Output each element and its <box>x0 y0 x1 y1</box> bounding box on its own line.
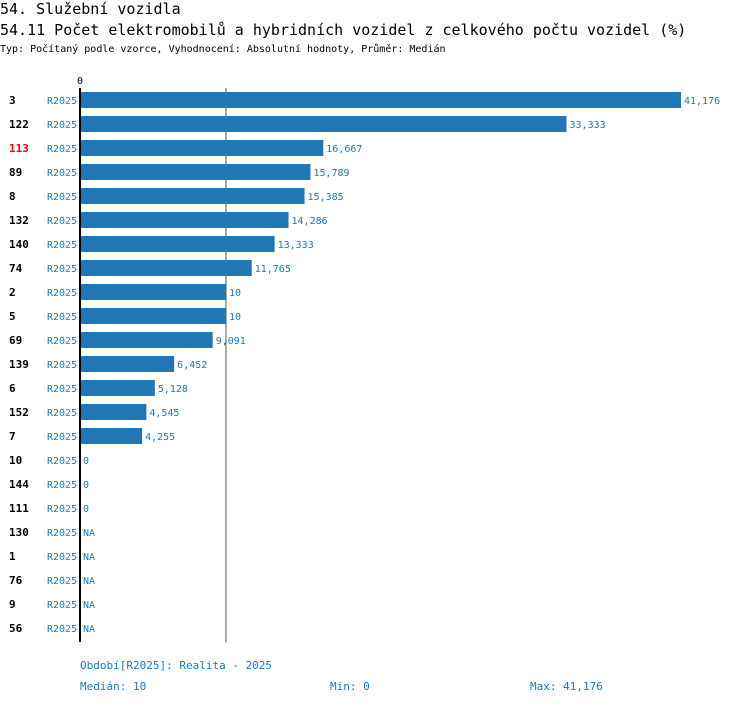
row-id-label: 89 <box>9 166 22 179</box>
row-id-label: 139 <box>9 358 29 371</box>
row-id-label: 152 <box>9 406 29 419</box>
value-label: 0 <box>83 480 89 491</box>
bar <box>80 164 311 180</box>
row-id-label: 8 <box>9 190 16 203</box>
bar <box>80 140 324 156</box>
row-id-label: 76 <box>9 574 23 587</box>
series-label: R2025 <box>47 576 77 587</box>
row-id-label: 10 <box>9 454 22 467</box>
series-label: R2025 <box>47 96 77 107</box>
value-label: 15,789 <box>313 168 349 179</box>
series-label: R2025 <box>47 168 77 179</box>
row-id-label: 74 <box>9 262 23 275</box>
value-label: 41,176 <box>684 96 720 107</box>
row-id-label: 132 <box>9 214 29 227</box>
value-label: 0 <box>83 456 89 467</box>
value-label: 13,333 <box>278 240 314 251</box>
axis-zero-label: 0 <box>77 76 83 87</box>
row-id-label: 1 <box>9 550 16 563</box>
value-label: 33,333 <box>570 120 606 131</box>
value-label: 15,385 <box>308 192 344 203</box>
value-label: 14,286 <box>292 216 328 227</box>
series-label: R2025 <box>47 312 77 323</box>
bar <box>80 284 226 300</box>
row-id-label: 144 <box>9 478 29 491</box>
row-id-label: 113 <box>9 142 29 155</box>
row-id-label: 140 <box>9 238 29 251</box>
series-label: R2025 <box>47 264 77 275</box>
series-label: R2025 <box>47 288 77 299</box>
series-label: R2025 <box>47 384 77 395</box>
row-id-label: 56 <box>9 622 23 635</box>
bar <box>80 212 289 228</box>
series-label: R2025 <box>47 624 77 635</box>
row-id-label: 6 <box>9 382 16 395</box>
series-label: R2025 <box>47 216 77 227</box>
bar <box>80 380 155 396</box>
value-label: 9,091 <box>216 336 246 347</box>
value-label: 5,128 <box>158 384 188 395</box>
row-id-label: 69 <box>9 334 22 347</box>
bar <box>80 116 567 132</box>
value-label: NA <box>83 624 95 635</box>
row-id-label: 122 <box>9 118 29 131</box>
series-label: R2025 <box>47 120 77 131</box>
bar <box>80 356 175 372</box>
value-label: 0 <box>83 504 89 515</box>
bar <box>80 308 226 324</box>
value-label: 4,545 <box>149 408 179 419</box>
value-label: NA <box>83 552 95 563</box>
value-label: NA <box>83 600 95 611</box>
section-title: 54. Služební vozidla <box>0 0 181 18</box>
value-label: NA <box>83 528 95 539</box>
row-id-label: 130 <box>9 526 29 539</box>
bar <box>80 332 213 348</box>
bar <box>80 404 147 420</box>
series-label: R2025 <box>47 360 77 371</box>
series-label: R2025 <box>47 504 77 515</box>
value-label: 6,452 <box>177 360 207 371</box>
series-label: R2025 <box>47 240 77 251</box>
series-label: R2025 <box>47 480 77 491</box>
value-label: 4,255 <box>145 432 175 443</box>
value-label: 10 <box>229 288 241 299</box>
series-label: R2025 <box>47 336 77 347</box>
bar <box>80 236 275 252</box>
subtitle: Typ: Počítaný podle vzorce, Vyhodnocení:… <box>0 44 446 55</box>
indicator-title: 54.11 Počet elektromobilů a hybridních v… <box>0 21 687 39</box>
row-id-label: 2 <box>9 286 16 299</box>
series-label: R2025 <box>47 456 77 467</box>
series-label: R2025 <box>47 408 77 419</box>
series-label: R2025 <box>47 192 77 203</box>
bar <box>80 260 252 276</box>
series-label: R2025 <box>47 600 77 611</box>
footer-min: Min: 0 <box>330 680 370 693</box>
footer-period: Období[R2025]: Realita - 2025 <box>80 659 273 672</box>
row-id-label: 111 <box>9 502 29 515</box>
value-label: NA <box>83 576 95 587</box>
row-id-label: 5 <box>9 310 16 323</box>
value-label: 11,765 <box>255 264 291 275</box>
bar <box>80 428 143 444</box>
value-label: 16,667 <box>326 144 362 155</box>
series-label: R2025 <box>47 552 77 563</box>
row-id-label: 3 <box>9 94 16 107</box>
series-label: R2025 <box>47 432 77 443</box>
row-id-label: 9 <box>9 598 16 611</box>
footer-median: Medián: 10 <box>80 680 147 693</box>
series-label: R2025 <box>47 144 77 155</box>
series-label: R2025 <box>47 528 77 539</box>
row-id-label: 7 <box>9 430 16 443</box>
bar <box>80 92 681 108</box>
footer-max: Max: 41,176 <box>530 680 603 693</box>
value-label: 10 <box>229 312 241 323</box>
bar <box>80 188 305 204</box>
